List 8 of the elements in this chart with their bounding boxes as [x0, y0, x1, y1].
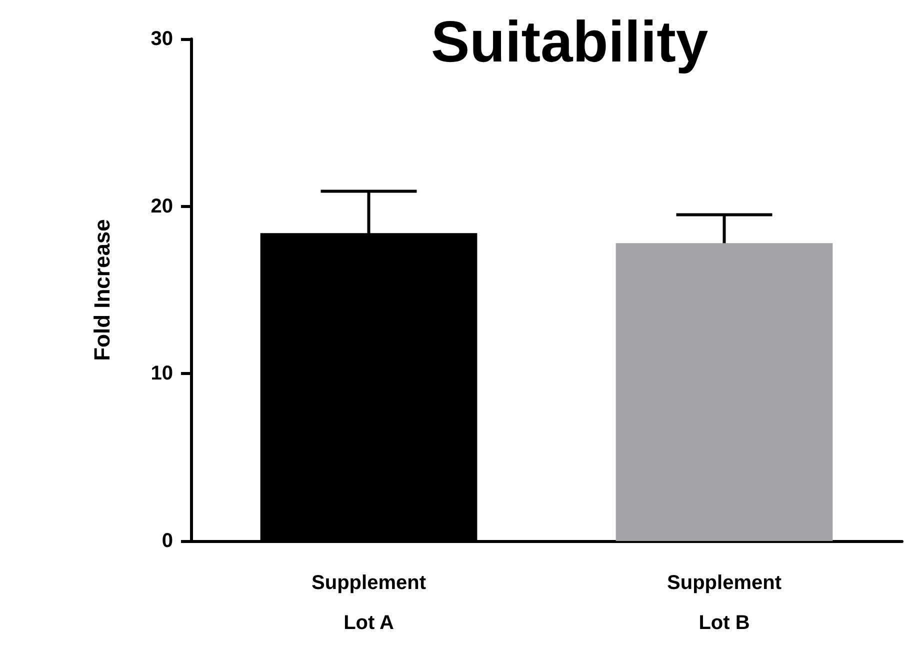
y-tick-label: 30 — [150, 28, 173, 50]
x-tick-label: Supplement Lot A — [312, 572, 426, 634]
y-tick-label: 20 — [150, 195, 173, 218]
y-tick-label: 10 — [150, 362, 173, 385]
chart-title: Suitability — [431, 10, 708, 74]
y-axis-title: Fold Increase — [90, 219, 114, 361]
y-tick-label: 0 — [162, 530, 173, 552]
x-tick-label: Supplement Lot B — [667, 572, 782, 634]
